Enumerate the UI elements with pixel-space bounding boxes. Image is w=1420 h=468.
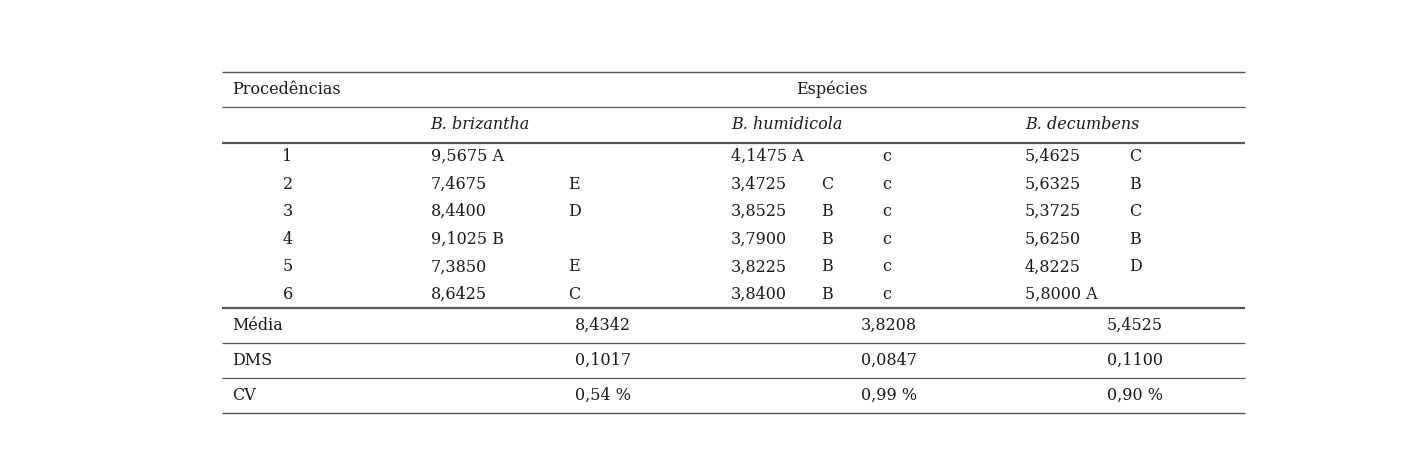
Text: B: B	[821, 258, 834, 276]
Text: 2: 2	[283, 176, 293, 193]
Text: C: C	[568, 286, 581, 303]
Text: C: C	[821, 176, 834, 193]
Text: 4,8225: 4,8225	[1025, 258, 1081, 276]
Text: 0,90 %: 0,90 %	[1108, 387, 1163, 404]
Text: 8,6425: 8,6425	[430, 286, 487, 303]
Text: DMS: DMS	[233, 351, 273, 369]
Text: 4,1475 A: 4,1475 A	[731, 148, 804, 165]
Text: Espécies: Espécies	[797, 81, 868, 98]
Text: 3,4725: 3,4725	[731, 176, 787, 193]
Text: D: D	[1129, 258, 1142, 276]
Text: 3,8400: 3,8400	[731, 286, 787, 303]
Text: E: E	[568, 176, 579, 193]
Text: 3,8525: 3,8525	[731, 203, 787, 220]
Text: c: c	[882, 176, 890, 193]
Text: B. decumbens: B. decumbens	[1025, 116, 1139, 133]
Text: 8,4400: 8,4400	[430, 203, 487, 220]
Text: 9,1025 B: 9,1025 B	[430, 231, 504, 248]
Text: 5,4625: 5,4625	[1025, 148, 1081, 165]
Text: 3: 3	[283, 203, 293, 220]
Text: c: c	[882, 203, 890, 220]
Text: 1: 1	[283, 148, 293, 165]
Text: c: c	[882, 231, 890, 248]
Text: c: c	[882, 286, 890, 303]
Text: 3,7900: 3,7900	[731, 231, 787, 248]
Text: B: B	[821, 286, 834, 303]
Text: 5,8000 A: 5,8000 A	[1025, 286, 1098, 303]
Text: 8,4342: 8,4342	[575, 317, 630, 334]
Text: C: C	[1129, 148, 1142, 165]
Text: 0,0847: 0,0847	[861, 351, 917, 369]
Text: 3,8225: 3,8225	[731, 258, 787, 276]
Text: 5,6325: 5,6325	[1025, 176, 1081, 193]
Text: D: D	[568, 203, 581, 220]
Text: B. brizantha: B. brizantha	[430, 116, 530, 133]
Text: 0,1017: 0,1017	[575, 351, 630, 369]
Text: 0,54 %: 0,54 %	[575, 387, 630, 404]
Text: B: B	[821, 231, 834, 248]
Text: E: E	[568, 258, 579, 276]
Text: C: C	[1129, 203, 1142, 220]
Text: 7,3850: 7,3850	[430, 258, 487, 276]
Text: 3,8208: 3,8208	[861, 317, 917, 334]
Text: c: c	[882, 148, 890, 165]
Text: 5,6250: 5,6250	[1025, 231, 1081, 248]
Text: Média: Média	[233, 317, 283, 334]
Text: 9,5675 A: 9,5675 A	[430, 148, 504, 165]
Text: c: c	[882, 258, 890, 276]
Text: 7,4675: 7,4675	[430, 176, 487, 193]
Text: 0,99 %: 0,99 %	[861, 387, 917, 404]
Text: 4: 4	[283, 231, 293, 248]
Text: Procedências: Procedências	[233, 81, 341, 98]
Text: 0,1100: 0,1100	[1108, 351, 1163, 369]
Text: 5,3725: 5,3725	[1025, 203, 1081, 220]
Text: CV: CV	[233, 387, 256, 404]
Text: 6: 6	[283, 286, 293, 303]
Text: B: B	[1129, 176, 1142, 193]
Text: B: B	[821, 203, 834, 220]
Text: B: B	[1129, 231, 1142, 248]
Text: B. humidicola: B. humidicola	[731, 116, 842, 133]
Text: 5,4525: 5,4525	[1106, 317, 1163, 334]
Text: 5: 5	[283, 258, 293, 276]
